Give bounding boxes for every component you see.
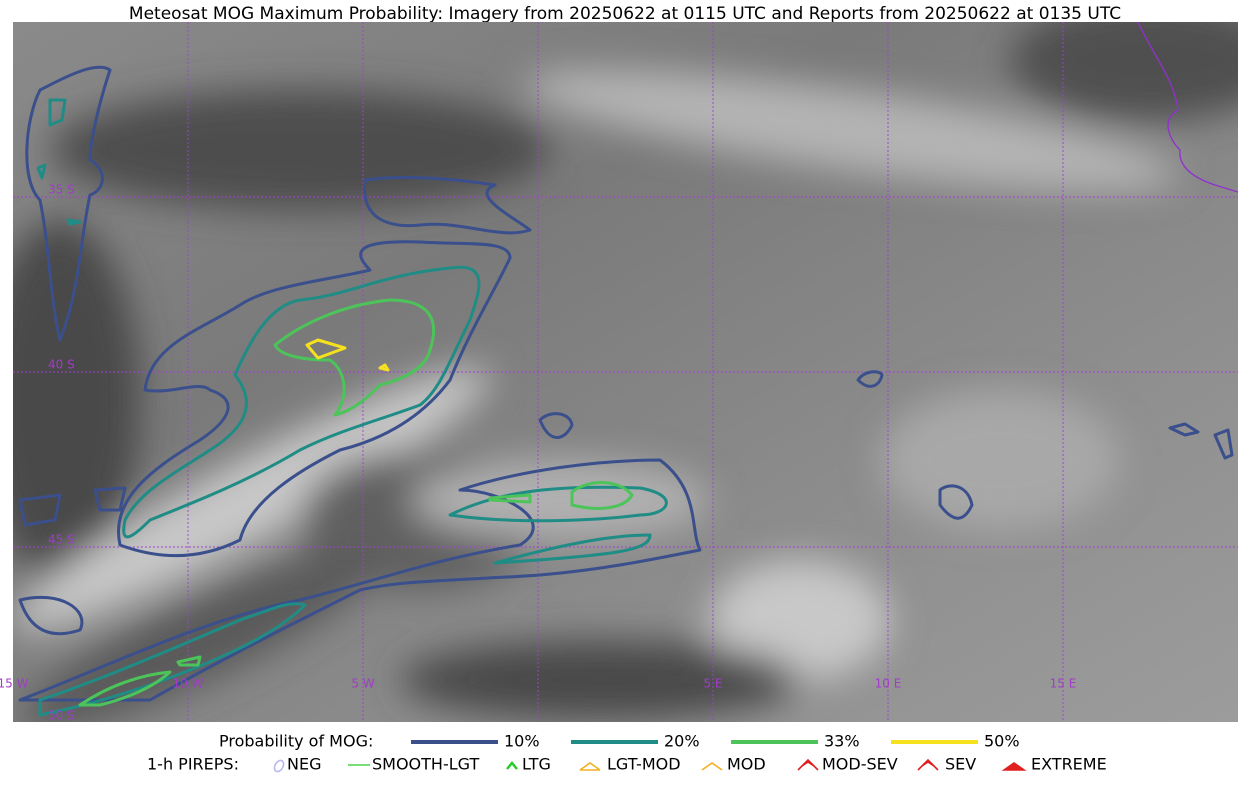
legend-entry: SMOOTH-LGT <box>372 755 479 774</box>
legend-entry: EXTREME <box>1031 755 1107 774</box>
legend-entry: LTG <box>522 755 551 774</box>
lon-label: 15 W <box>0 677 29 691</box>
pirep-legend: 1-h PIREPS: NEG SMOOTH-LGT LTG LGT-MOD M… <box>147 755 1107 774</box>
lat-label: 45 S <box>48 533 75 547</box>
lon-label: 5 E <box>703 677 722 691</box>
graticule <box>13 22 1238 722</box>
legend-entry: MOD <box>727 755 766 774</box>
lon-label: 15 E <box>1050 677 1077 691</box>
satellite-image <box>13 22 1238 722</box>
lon-label: 5 W <box>351 677 374 691</box>
legend-entry: NEG <box>287 755 321 774</box>
legend-title: 1-h PIREPS: <box>147 755 239 774</box>
legend-entry: 20% <box>664 732 700 751</box>
legend-entry: MOD-SEV <box>822 755 898 774</box>
lat-label: 40 S <box>48 358 75 372</box>
legend-entry: 10% <box>504 732 540 751</box>
legend-title: Probability of MOG: <box>219 732 373 751</box>
mog-contours <box>18 65 1234 717</box>
probability-legend: Probability of MOG: 10% 20% 33% 50% <box>219 732 1020 751</box>
lat-label: 50 S <box>48 709 75 723</box>
lon-label: 10 W <box>173 677 204 691</box>
legend-entry: SEV <box>945 755 976 774</box>
legend-entry: LGT-MOD <box>607 755 681 774</box>
lon-label: 10 E <box>875 677 902 691</box>
lat-label: 35 S <box>48 183 75 197</box>
legend-entry: 33% <box>824 732 860 751</box>
legend-entry: 50% <box>984 732 1020 751</box>
pirep-icons <box>273 758 1027 773</box>
title: Meteosat MOG Maximum Probability: Imager… <box>129 4 1121 24</box>
geo-labels: 15 W 10 W 5 W 5 E 10 E 15 E 35 S 40 S 45… <box>0 183 1076 723</box>
